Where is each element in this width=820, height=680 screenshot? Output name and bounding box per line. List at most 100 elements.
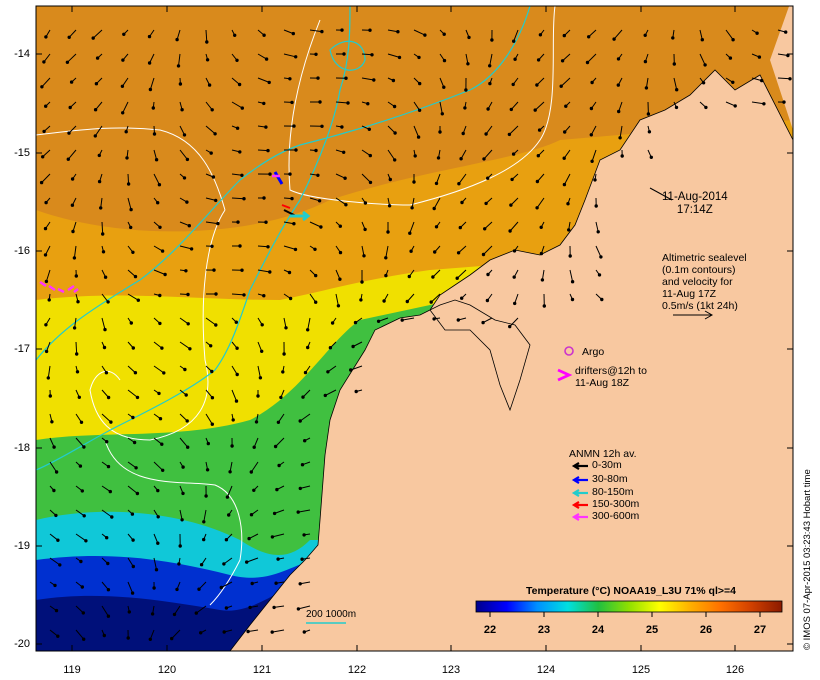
velocity-arrow-head [205, 468, 210, 472]
velocity-arrow-head [222, 630, 226, 634]
velocity-arrow-head [276, 557, 280, 561]
velocity-arrow-head [733, 104, 737, 108]
velocity-arrow-head [412, 180, 416, 184]
drifter-line: 11-Aug 18Z [575, 377, 630, 389]
velocity-arrow-head [302, 630, 306, 634]
velocity-arrow-head [456, 251, 461, 255]
velocity-arrow-head [363, 227, 367, 232]
velocity-arrow-head [127, 610, 132, 614]
velocity-arrow-head [187, 224, 192, 228]
anmn-legend-arrow [571, 476, 588, 484]
velocity-arrow-head [206, 441, 211, 446]
velocity-arrow-head [302, 533, 306, 537]
velocity-arrow-head [301, 395, 305, 399]
velocity-arrow-head [66, 157, 71, 161]
velocity-arrow-head [181, 491, 185, 496]
velocity-arrow-head [731, 80, 735, 85]
velocity-arrow-head [382, 299, 386, 303]
velocity-arrow-head [562, 33, 566, 38]
velocity-arrow-head [185, 419, 189, 423]
velocity-arrow-head [185, 157, 190, 162]
velocity-arrow-head [288, 296, 293, 301]
velocity-arrow-head [207, 83, 212, 87]
velocity-arrow-head [184, 269, 188, 273]
velocity-arrow [179, 245, 192, 250]
velocity-arrow-head [675, 88, 679, 92]
velocity-arrow-head [93, 134, 98, 138]
velocity-arrow-head [349, 368, 353, 372]
velocity-arrow-head [67, 131, 71, 135]
velocity-arrow-head [368, 153, 372, 158]
velocity-arrow-head [262, 196, 266, 200]
velocity-arrow-head [222, 562, 226, 566]
velocity-arrow-head [248, 605, 252, 610]
velocity-arrow-head [594, 204, 598, 208]
velocity-arrow-head [101, 250, 106, 254]
velocity-arrow-head [562, 182, 567, 187]
velocity-arrow-head [188, 347, 192, 351]
velocity-arrow-head [442, 85, 446, 89]
velocity-arrow-head [224, 606, 229, 610]
velocity-arrow-head [455, 276, 459, 280]
velocity-arrow [613, 29, 623, 40]
velocity-arrow [325, 389, 337, 396]
velocity-arrow-head [129, 321, 134, 325]
velocity-arrow-head [70, 177, 75, 181]
velocity-arrow-head [786, 53, 790, 58]
velocity-arrow [246, 557, 259, 563]
velocity-arrow-head [133, 274, 138, 279]
velocity-arrow-head [467, 35, 471, 40]
anmn-markers [272, 171, 311, 222]
velocity-arrow-head [108, 489, 113, 494]
velocity-arrow-head [154, 158, 159, 162]
velocity-arrow [101, 605, 109, 617]
velocity-arrow-head [249, 470, 254, 474]
velocity-arrow-head [559, 84, 563, 88]
velocity-arrow-head [368, 28, 372, 32]
velocity-arrow-head [512, 249, 517, 253]
y-tick-label: -16 [14, 245, 30, 257]
velocity-arrow [536, 197, 545, 209]
velocity-arrow-head [228, 470, 232, 474]
velocity-arrow-head [47, 298, 51, 302]
velocity-arrow-head [67, 35, 71, 39]
velocity-arrow-head [268, 172, 272, 176]
velocity-arrow-head [225, 495, 230, 499]
velocity-arrow-head [643, 33, 647, 37]
velocity-arrow [534, 101, 545, 111]
velocity-arrow-head [68, 105, 72, 110]
velocity-arrow [75, 437, 85, 448]
x-tick-label: 119 [63, 664, 81, 676]
velocity-arrow [179, 341, 191, 350]
velocity-arrow-head [109, 420, 113, 424]
velocity-arrow-head [250, 581, 254, 586]
velocity-arrow-head [590, 159, 594, 164]
velocity-arrow-head [788, 77, 792, 81]
velocity-arrow-head [176, 64, 181, 68]
velocity-arrow-head [405, 299, 409, 304]
velocity-arrow-head [54, 470, 59, 474]
velocity-arrow-head [84, 539, 88, 543]
velocity-arrow-head [266, 148, 270, 153]
velocity-arrow-head [74, 274, 79, 278]
velocity-arrow-head [313, 247, 317, 252]
velocity-arrow-head [535, 83, 539, 87]
velocity-arrow [283, 53, 296, 58]
velocity-arrow [67, 53, 77, 63]
velocity-arrow-head [570, 280, 575, 284]
velocity-arrow-head [120, 84, 125, 89]
velocity-arrow-head [238, 244, 242, 248]
velocity-arrow [489, 53, 493, 66]
velocity-arrow-head [484, 132, 488, 136]
velocity-arrow-head [762, 102, 766, 106]
velocity-arrow-head [340, 125, 344, 129]
velocity-arrow-head [298, 419, 302, 423]
velocity-arrow-head [186, 322, 190, 326]
velocity-arrow-head [216, 221, 220, 226]
map-frame [35, 5, 794, 652]
velocity-arrow-head [563, 130, 567, 134]
velocity-arrow-head [288, 77, 292, 81]
velocity-arrow-head [44, 104, 48, 108]
velocity-arrow-head [362, 254, 366, 258]
velocity-arrow-head [258, 376, 263, 380]
